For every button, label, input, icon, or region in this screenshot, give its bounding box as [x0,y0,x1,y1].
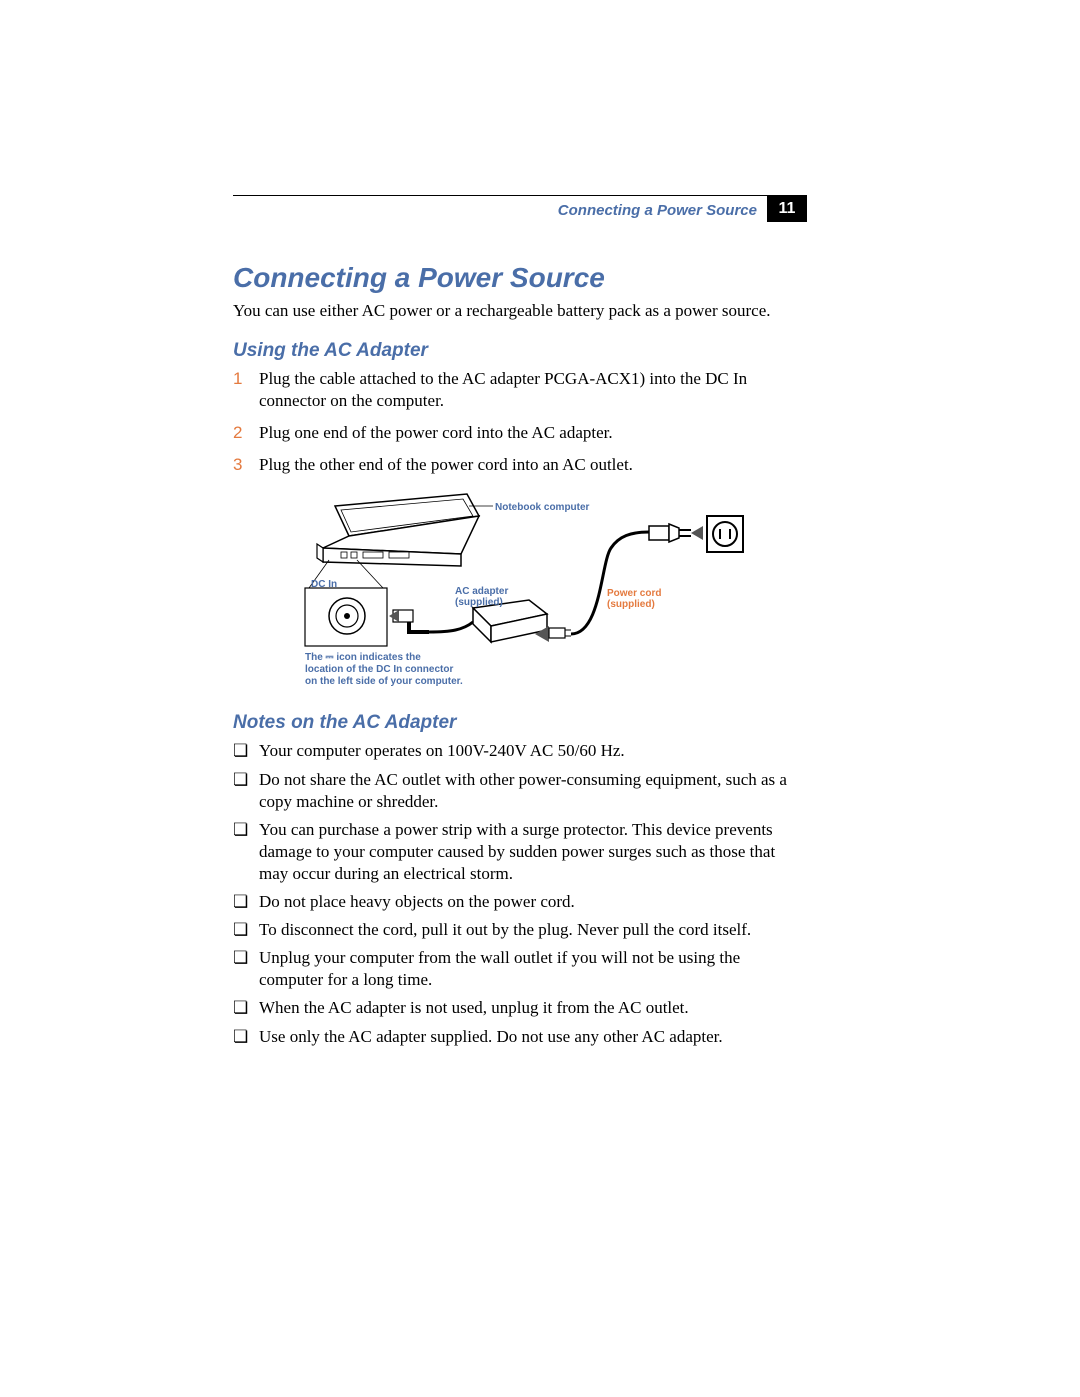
wall-plug-icon [649,524,703,542]
steps-list: 1 Plug the cable attached to the AC adap… [233,368,807,476]
bullet-icon: ❏ [233,997,259,1019]
bullet-icon: ❏ [233,919,259,941]
bullet-icon: ❏ [233,947,259,991]
list-item: ❏ Your computer operates on 100V-240V AC… [233,740,807,762]
list-item: ❏ Do not place heavy objects on the powe… [233,891,807,913]
figure-caption-line: on the left side of your computer. [305,676,463,687]
section-heading-using-adapter: Using the AC Adapter [233,340,807,362]
list-item: ❏ Do not share the AC outlet with other … [233,769,807,813]
note-text: When the AC adapter is not used, unplug … [259,997,689,1019]
step-text: Plug one end of the power cord into the … [259,422,613,444]
note-text: Do not share the AC outlet with other po… [259,769,807,813]
list-item: 3 Plug the other end of the power cord i… [233,454,807,476]
figure-caption-line: The ⎓ icon indicates the [305,652,421,663]
list-item: 1 Plug the cable attached to the AC adap… [233,368,807,412]
figure-label-adapter-2: (supplied) [455,597,503,608]
notebook-icon [317,494,479,566]
page-number: 11 [767,196,807,222]
figure-label-cord-2: (supplied) [607,599,655,610]
figure-label-notebook: Notebook computer [495,502,590,513]
dc-plug-icon [389,610,429,632]
wall-outlet-icon [707,516,743,552]
list-item: ❏ When the AC adapter is not used, unplu… [233,997,807,1019]
list-item: ❏ You can purchase a power strip with a … [233,819,807,885]
note-text: Use only the AC adapter supplied. Do not… [259,1026,723,1048]
wiring-diagram: Notebook computer DC In [271,492,771,690]
step-number: 1 [233,368,259,412]
bullet-icon: ❏ [233,740,259,762]
figure-label-adapter-1: AC adapter [455,586,508,597]
notes-list: ❏ Your computer operates on 100V-240V AC… [233,740,807,1047]
document-page: Connecting a Power Source 11 Connecting … [0,0,1080,1397]
step-text: Plug the other end of the power cord int… [259,454,633,476]
bullet-icon: ❏ [233,891,259,913]
content-area: Connecting a Power Source 11 Connecting … [233,195,807,1054]
note-text: You can purchase a power strip with a su… [259,819,807,885]
figure-label-dcin: DC In [311,579,337,590]
dc-in-detail: DC In [305,579,387,646]
intro-paragraph: You can use either AC power or a recharg… [233,300,807,322]
running-title: Connecting a Power Source [558,202,757,219]
bullet-icon: ❏ [233,769,259,813]
bullet-icon: ❏ [233,819,259,885]
note-text: Do not place heavy objects on the power … [259,891,575,913]
list-item: ❏ Unplug your computer from the wall out… [233,947,807,991]
note-text: Unplug your computer from the wall outle… [259,947,807,991]
list-item: ❏ Use only the AC adapter supplied. Do n… [233,1026,807,1048]
step-number: 2 [233,422,259,444]
step-text: Plug the cable attached to the AC adapte… [259,368,807,412]
bullet-icon: ❏ [233,1026,259,1048]
step-number: 3 [233,454,259,476]
running-header: Connecting a Power Source 11 [233,195,807,224]
section-heading-notes: Notes on the AC Adapter [233,712,807,734]
figure-caption-line: location of the DC In connector [305,664,453,675]
figure-label-cord-1: Power cord [607,588,661,599]
list-item: ❏ To disconnect the cord, pull it out by… [233,919,807,941]
note-text: To disconnect the cord, pull it out by t… [259,919,751,941]
page-title: Connecting a Power Source [233,262,807,294]
list-item: 2 Plug one end of the power cord into th… [233,422,807,444]
note-text: Your computer operates on 100V-240V AC 5… [259,740,625,762]
